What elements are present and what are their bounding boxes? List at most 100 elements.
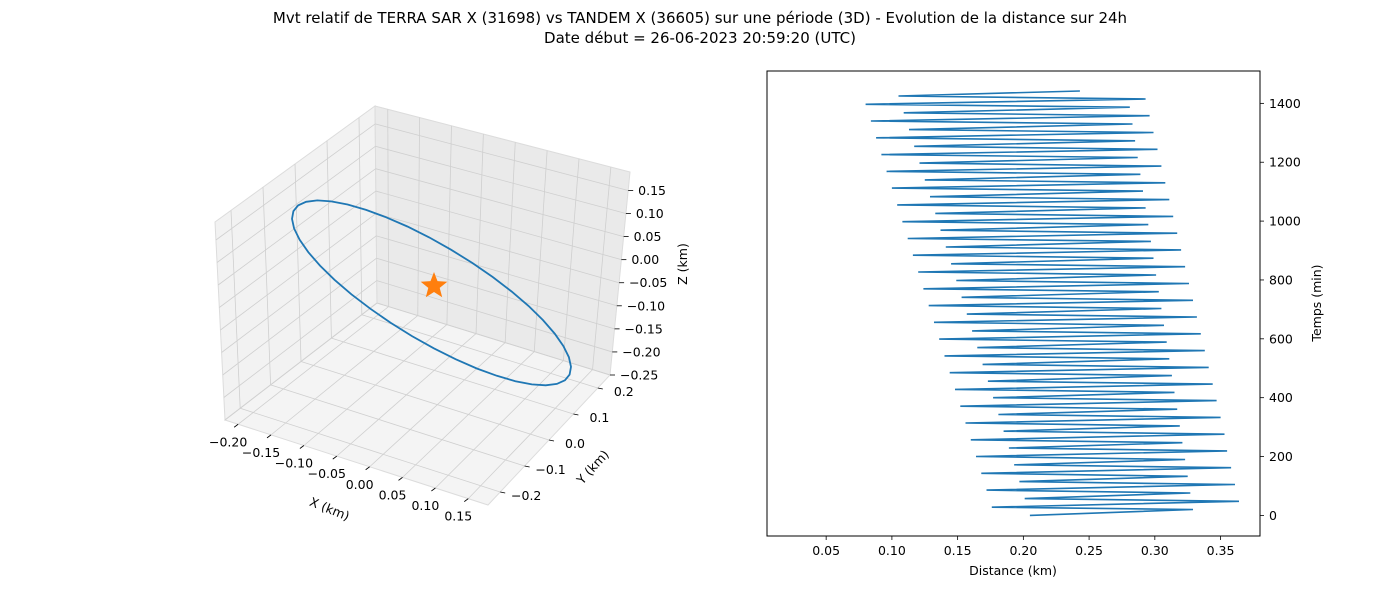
grid-line	[563, 158, 580, 361]
grid-line	[219, 190, 377, 308]
grid-line	[376, 302, 611, 376]
x-tick-label-3d: 0.10	[411, 498, 439, 513]
x-tick-label-3d: −0.20	[209, 434, 247, 449]
z-tick-label-3d: −0.20	[622, 344, 660, 359]
y-tick-mark-3d	[524, 465, 530, 468]
grid-line	[217, 168, 376, 286]
grid-line	[326, 140, 332, 339]
x-tick-mark-3d	[266, 434, 272, 439]
grid-line	[375, 213, 620, 284]
grid-line	[361, 314, 598, 389]
y-tick-mark-3d	[573, 413, 579, 416]
x-tick-label-3d: 0.00	[346, 477, 374, 492]
x-tick-mark-3d	[299, 445, 305, 449]
grid-line	[375, 145, 627, 214]
grid-line	[375, 168, 624, 237]
grid-line	[358, 117, 363, 315]
x-tick-mark-3d	[431, 487, 436, 492]
x-tick-mark-3d	[365, 466, 370, 471]
grid-line	[504, 142, 516, 343]
grid-line	[300, 361, 550, 441]
x-axis-label-2d: Distance (km)	[969, 563, 1057, 578]
grid-line	[230, 210, 241, 409]
x-axis-ticks-2d: 0.05 0.10 0.15 0.20 0.25 0.30 0.35	[812, 536, 1234, 558]
y-tick-label-3d: 0.1	[589, 410, 609, 425]
y-axis-label-2d: Temps (min)	[1309, 264, 1324, 342]
y-tick-label-3d: 0.0	[565, 436, 585, 451]
grid-line	[446, 125, 452, 325]
orbit-line	[291, 199, 572, 387]
grid-line	[215, 123, 376, 241]
x-tick-label-3d: −0.05	[308, 466, 346, 481]
grid-line	[221, 235, 377, 353]
grid-line	[475, 134, 484, 334]
y-tick-label-3d: −0.1	[535, 462, 565, 477]
y-tick-label-2d: 200	[1269, 449, 1293, 464]
x-axis-ticks-3d: −0.20−0.15−0.10−0.050.00 0.05 0.10 0.15	[209, 423, 472, 524]
x-tick-label-3d: −0.10	[275, 456, 313, 471]
z-tick-label-3d: 0.00	[631, 252, 659, 267]
x-tick-label-2d: 0.25	[1075, 543, 1103, 558]
grid-line	[375, 123, 629, 191]
z-tick-label-3d: 0.15	[638, 183, 666, 198]
grid-line	[223, 280, 378, 398]
y-axis-ticks-2d: 0 200 400 600 800 1000 1200 1400	[1260, 96, 1301, 523]
grid-line	[224, 302, 378, 421]
x-tick-mark-3d	[332, 455, 338, 460]
grid-line	[376, 280, 613, 353]
y-tick-label-2d: 1400	[1269, 96, 1301, 111]
y-tick-label-2d: 400	[1269, 390, 1293, 405]
x-tick-label-2d: 0.20	[1009, 543, 1037, 558]
x-tick-label-3d: 0.15	[444, 509, 472, 524]
grid-line	[376, 257, 615, 330]
z-tick-label-3d: −0.05	[629, 275, 667, 290]
x-tick-label-2d: 0.30	[1141, 543, 1169, 558]
y-tick-mark-3d	[500, 491, 506, 494]
y-tick-label-2d: 0	[1269, 508, 1277, 523]
z-tick-label-3d: 0.05	[634, 229, 662, 244]
grid-line	[387, 109, 390, 307]
figure-title-line2: Date début = 26-06-2023 20:59:20 (UTC)	[544, 29, 856, 47]
y-tick-mark-3d	[548, 439, 555, 442]
y-tick-label-3d: −0.2	[511, 488, 541, 503]
y-tick-label-3d: 0.2	[614, 384, 634, 399]
distance-series-line	[865, 90, 1240, 517]
y-tick-label-2d: 800	[1269, 272, 1293, 287]
x-tick-label-2d: 0.15	[944, 543, 972, 558]
grid-line	[376, 235, 617, 307]
grid-line	[216, 145, 376, 263]
y-axis-ticks-3d: −0.2 −0.10.0 0.1 0.2	[500, 384, 634, 503]
x-tick-mark-3d	[464, 498, 469, 502]
z-tick-label-3d: −0.10	[627, 298, 665, 313]
x-tick-label-3d: −0.15	[242, 445, 280, 460]
grid-line	[270, 384, 525, 467]
grid-3d	[215, 109, 629, 499]
grid-line	[331, 337, 574, 415]
y-tick-label-2d: 1200	[1269, 155, 1301, 170]
grid-line	[240, 407, 501, 493]
figure-title-line1: Mvt relatif de TERRA SAR X (31698) vs TA…	[272, 9, 1128, 27]
z-axis-label-3d: Z (km)	[675, 243, 690, 285]
y-tick-mark-3d	[597, 387, 603, 390]
z-tick-label-3d: −0.15	[625, 321, 663, 336]
grid-line	[592, 167, 612, 370]
z-tick-label-3d: −0.25	[620, 368, 658, 383]
x-tick-label-3d: 0.05	[379, 487, 407, 502]
x-tick-label-2d: 0.10	[878, 543, 906, 558]
y-tick-label-2d: 600	[1269, 331, 1293, 346]
grid-line	[222, 257, 377, 376]
y-tick-label-2d: 1000	[1269, 214, 1301, 229]
x-tick-label-2d: 0.05	[812, 543, 840, 558]
z-tick-label-3d: 0.10	[636, 206, 664, 221]
x-tick-label-2d: 0.35	[1207, 543, 1235, 558]
grid-line	[262, 187, 271, 385]
x-tick-mark-3d	[233, 423, 239, 428]
origin-star-marker	[420, 272, 448, 298]
z-axis-ticks-3d: 0.15 0.10 0.05 0.00 −0.05 −0.10 −0.15 −0.20 −0.2…	[610, 183, 667, 383]
grid-line	[220, 213, 377, 331]
grid-line	[533, 150, 548, 352]
grid-line	[417, 117, 421, 316]
grid-line	[294, 163, 302, 362]
